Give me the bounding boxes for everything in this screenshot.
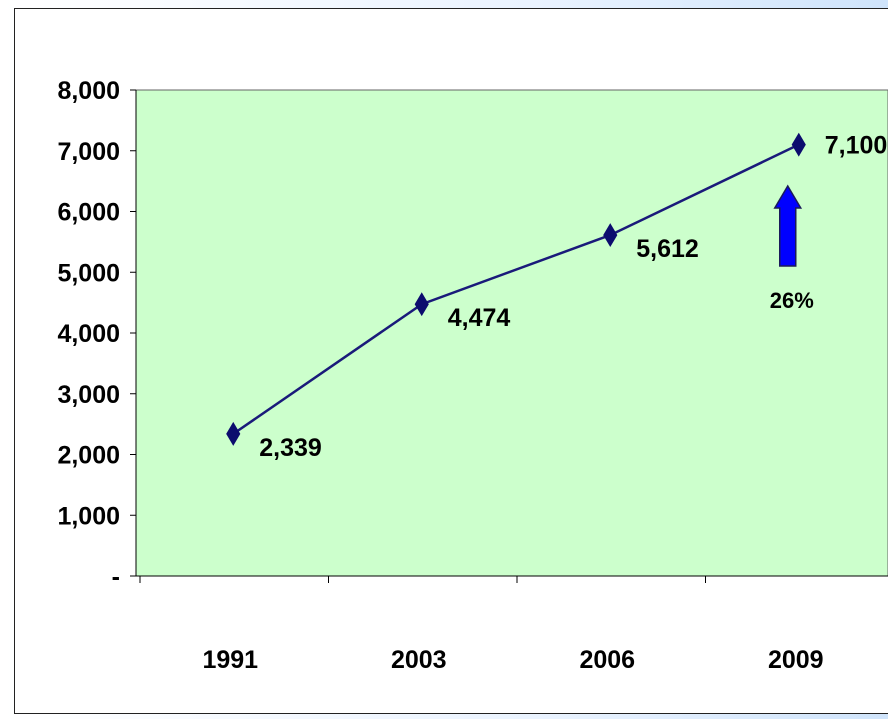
y-tick-label: 6,000: [57, 199, 120, 227]
annotation-group: 26%: [770, 184, 814, 313]
data-label: 5,612: [636, 235, 699, 263]
x-tick-label: 2003: [391, 646, 447, 674]
data-point-marker: [791, 132, 806, 157]
y-tick-label: 4,000: [57, 320, 120, 348]
x-tick-label: 2009: [768, 646, 824, 674]
change-annotation: 26%: [770, 288, 814, 313]
y-axis: - 1,000 2,000 3,000 4,000 5,000 6,000 7,000 8,00…: [57, 77, 137, 591]
y-tick-label: 5,000: [57, 259, 120, 287]
data-point-marker: [414, 292, 429, 317]
data-label: 2,339: [259, 434, 322, 462]
series-group: 2,339 4,474 5,612 7,100: [226, 132, 888, 462]
x-tick-label: 2006: [579, 646, 635, 674]
x-tick-label: 1991: [202, 646, 258, 674]
y-tick-label: 2,000: [57, 442, 120, 470]
data-label: 7,100: [825, 132, 888, 160]
data-point-marker: [603, 223, 618, 248]
x-axis: 1991 2003 2006 2009: [136, 575, 888, 674]
y-tick-label: 3,000: [57, 381, 120, 409]
y-tick-label: 7,000: [57, 138, 120, 166]
up-arrow-icon: [773, 184, 803, 267]
data-label: 4,474: [448, 304, 511, 332]
data-point-marker: [226, 421, 241, 446]
series-line: [232, 143, 800, 435]
y-tick-label: 8,000: [57, 77, 120, 105]
plot-area: [135, 89, 888, 577]
y-tick-label: 1,000: [57, 502, 120, 530]
y-tick-label: -: [112, 563, 120, 591]
